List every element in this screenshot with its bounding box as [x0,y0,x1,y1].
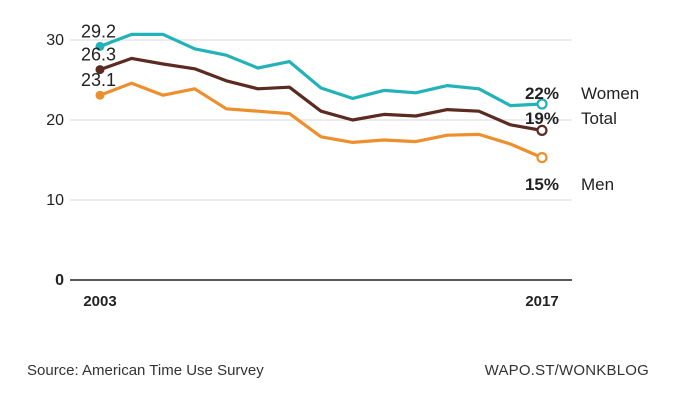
y-tick-label: 30 [46,32,64,49]
start-value-label: 23.1 [81,70,116,90]
y-tick-label: 20 [46,112,64,129]
series-line-total [98,56,544,132]
x-tick-label: 2003 [83,293,116,310]
y-tick-label: 0 [55,272,64,289]
end-value-label: 15% [525,175,559,194]
gridlines [70,39,572,281]
source-note: Source: American Time Use Survey [27,362,264,379]
start-point-women [95,41,105,51]
axes: 0 10 20 30 2003 2017 [46,32,558,310]
end-value-label: 19% [525,109,559,128]
series-name-label: Men [581,175,614,194]
start-value-label: 29.2 [81,21,116,41]
end-point-women [536,98,548,110]
x-tick-label: 2017 [525,293,558,310]
footer: Source: American Time Use Survey WAPO.ST… [0,362,675,382]
end-value-label: 22% [525,84,559,103]
line-chart: 0 10 20 30 2003 2017 29.2 22% Women 26.3 19% Total… [46,21,639,310]
end-point-men [536,152,548,164]
credit-link[interactable]: WAPO.ST/WONKBLOG [484,362,649,379]
start-value-label: 26.3 [81,45,116,65]
end-point-total [536,124,548,136]
y-tick-label: 10 [46,192,64,209]
series-line-men [98,81,544,160]
series-name-label: Women [581,84,639,103]
start-point-men [95,90,105,100]
series-line-women [98,32,544,108]
start-point-total [95,65,105,75]
data-labels: 29.2 22% Women 26.3 19% Total 23.1 15% Men [81,21,639,194]
series-name-label: Total [581,109,617,128]
series-lines [95,32,548,164]
